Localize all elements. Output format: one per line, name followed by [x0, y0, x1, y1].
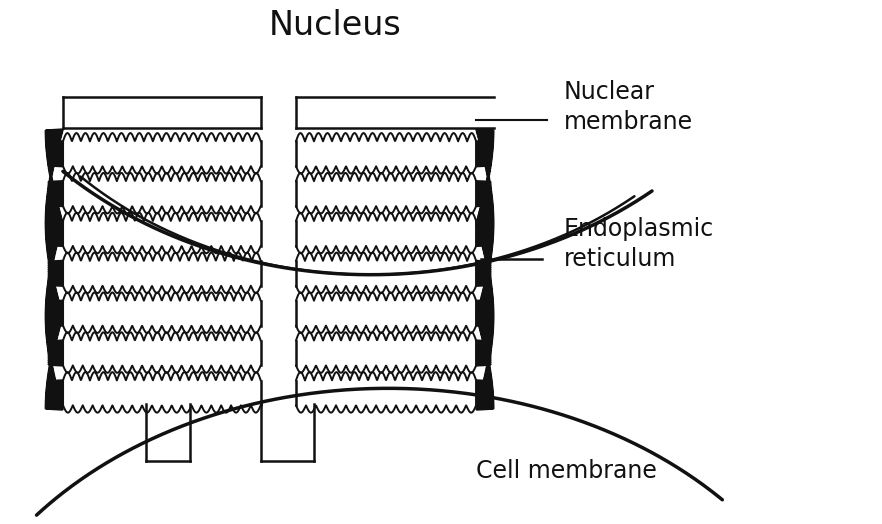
Text: Endoplasmic
reticulum: Endoplasmic reticulum	[564, 217, 714, 270]
Text: Cell membrane: Cell membrane	[476, 459, 657, 483]
Text: Nucleus: Nucleus	[269, 9, 402, 42]
Text: Nuclear
membrane: Nuclear membrane	[564, 80, 693, 134]
